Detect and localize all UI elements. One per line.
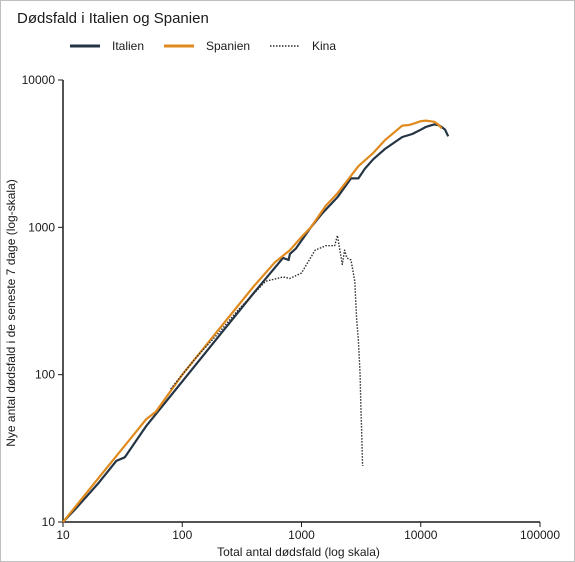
series-line-italien (62, 123, 450, 523)
y-axis-title: Nye antal dødsfald i de seneste 7 dage (… (4, 179, 18, 447)
legend-swatch-spanien (164, 44, 194, 48)
legend-swatch-italien (70, 44, 100, 48)
x-tick-label: 10 (56, 528, 70, 542)
chart-title: Dødsfald i Italien og Spanien (17, 10, 209, 27)
x-tick-label: 100000 (520, 528, 560, 542)
y-tick-label: 10000 (22, 73, 56, 87)
y-tick-label: 100 (35, 368, 55, 382)
legend-label-italien: Italien (112, 39, 145, 53)
x-axis-title: Total antal dødsfald (log skala) (217, 545, 380, 559)
legend-label-spanien: Spanien (206, 39, 251, 53)
x-tick-label: 10000 (404, 528, 438, 542)
y-tick-label: 10 (42, 515, 56, 529)
series-line-spanien (62, 119, 443, 523)
y-tick-label: 1000 (28, 220, 55, 234)
x-tick-label: 100 (172, 528, 192, 542)
legend-swatch-kina (270, 45, 300, 47)
series-line-kina (170, 234, 364, 467)
x-tick-label: 1000 (288, 528, 315, 542)
legend-label-kina: Kina (312, 39, 337, 53)
